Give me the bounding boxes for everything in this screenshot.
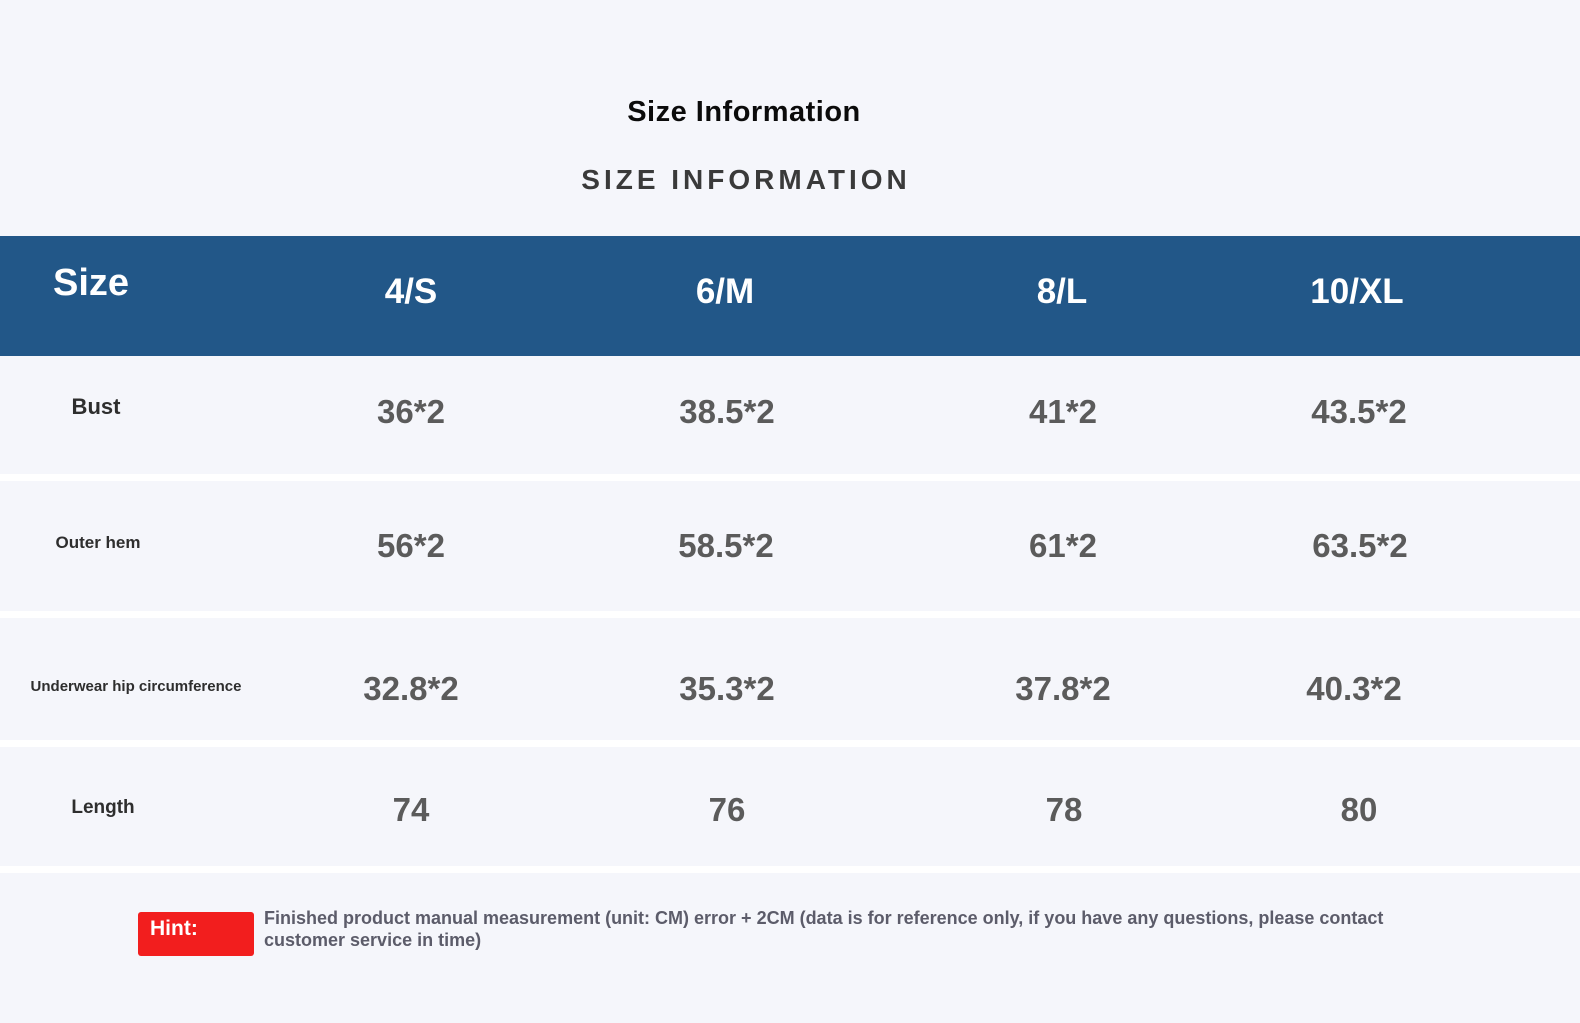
hint-badge: Hint: [138, 912, 254, 956]
row-separator [0, 611, 1580, 618]
row-label-underwear-hip: Underwear hip circumference [30, 678, 242, 695]
row-label-length: Length [71, 797, 135, 818]
cell-outer-hem-4s: 56*2 [377, 527, 445, 564]
column-header-10xl: 10/XL [1310, 272, 1404, 311]
cell-bust-10xl: 43.5*2 [1311, 393, 1407, 430]
cell-underwear-hip-10xl: 40.3*2 [1306, 670, 1402, 707]
column-header-6m: 6/M [695, 272, 755, 311]
row-separator [0, 474, 1580, 481]
cell-outer-hem-10xl: 63.5*2 [1312, 527, 1408, 564]
cell-length-4s: 74 [392, 791, 430, 828]
cell-outer-hem-8l: 61*2 [1029, 527, 1097, 564]
cell-underwear-hip-6m: 35.3*2 [679, 670, 775, 707]
page-title: Size Information [627, 96, 861, 128]
cell-underwear-hip-8l: 37.8*2 [1015, 670, 1111, 707]
cell-underwear-hip-4s: 32.8*2 [363, 670, 459, 707]
cell-length-8l: 78 [1045, 791, 1083, 828]
cell-outer-hem-6m: 58.5*2 [678, 527, 774, 564]
size-corner-label: Size [52, 262, 130, 304]
column-header-4s: 4/S [384, 272, 438, 311]
hint-label: Hint: [150, 917, 198, 940]
row-separator [0, 740, 1580, 747]
row-label-bust: Bust [71, 394, 121, 419]
row-label-outer-hem: Outer hem [55, 533, 141, 552]
cell-length-6m: 76 [708, 791, 746, 828]
page-subtitle: SIZE INFORMATION [581, 164, 911, 195]
cell-bust-8l: 41*2 [1029, 393, 1097, 430]
row-separator [0, 866, 1580, 873]
cell-length-10xl: 80 [1340, 791, 1378, 828]
cell-bust-4s: 36*2 [377, 393, 445, 430]
cell-bust-6m: 38.5*2 [679, 393, 775, 430]
table-header-band [0, 236, 1580, 356]
hint-text: Finished product manual measurement (uni… [264, 908, 1384, 950]
column-header-8l: 8/L [1036, 272, 1088, 311]
